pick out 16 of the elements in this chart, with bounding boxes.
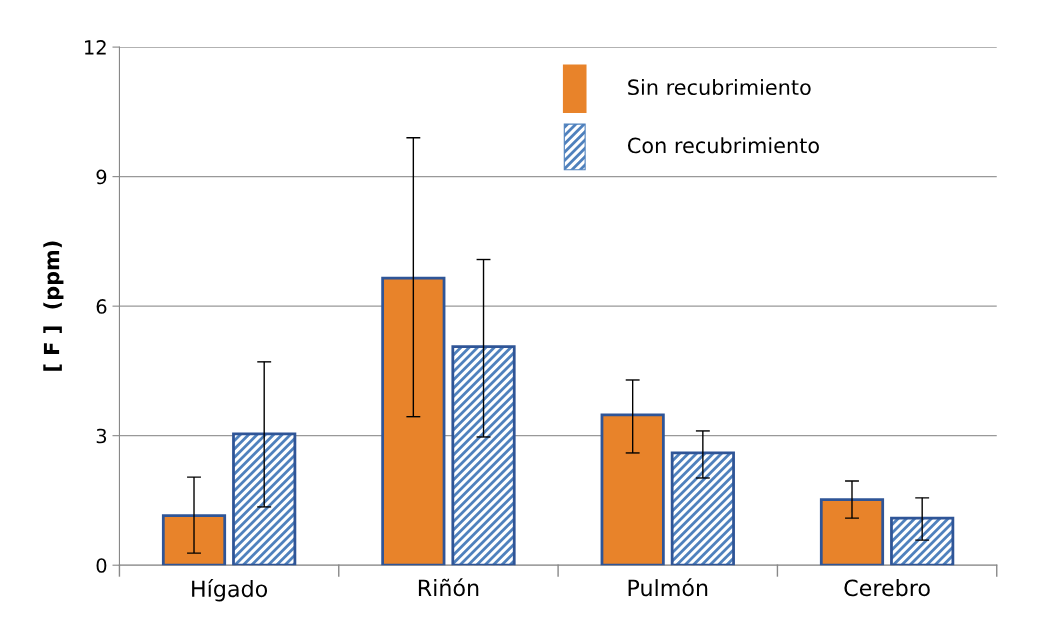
bar [381, 276, 446, 566]
legend-label: Sin recubrimiento [628, 78, 811, 96]
x-tick-label: Hígado [192, 579, 268, 602]
bar [600, 413, 665, 566]
x-tick-label: Cerebro [844, 579, 930, 597]
x-tick-label: Riñón [418, 578, 479, 597]
y-tick-label: 9 [96, 169, 107, 185]
bar [819, 498, 885, 566]
y-tick-label: 6 [96, 299, 107, 314]
y-axis-title: [ F ] (ppm) [43, 241, 64, 371]
y-tick-label: 12 [85, 40, 106, 55]
y-tick-label: 3 [96, 428, 107, 444]
y-tick-label: 0 [96, 558, 107, 573]
x-tick-label: Pulmón [628, 578, 708, 597]
legend-label: Con recubrimiento [627, 137, 819, 154]
bar [161, 514, 227, 566]
